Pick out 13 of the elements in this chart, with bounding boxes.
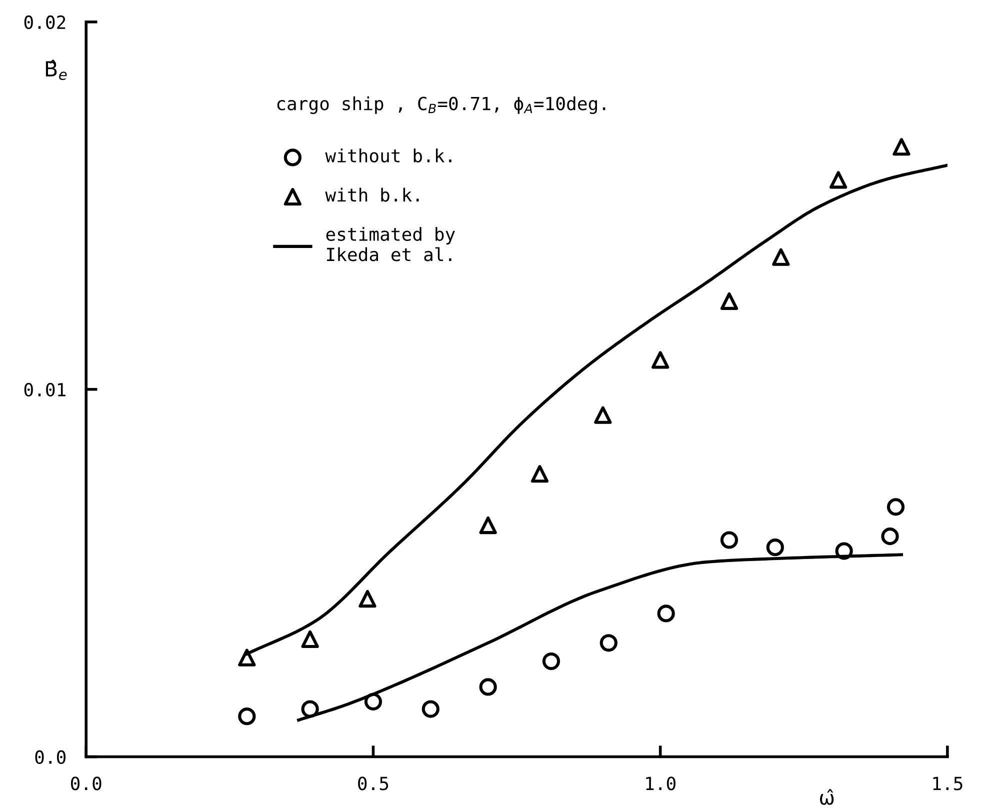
legend-label: with b.k. xyxy=(325,188,419,202)
annotation: cargo ship , C$_{B}$=0.71, ϕ$_{A}$=10deg. xyxy=(277,96,606,114)
x-tick-label: 1.0 xyxy=(646,776,676,790)
legend-label: estimated by Ikeda et al. xyxy=(326,226,455,262)
x-tick-label: 0.0 xyxy=(71,776,102,790)
x-tick-label: 1.5 xyxy=(933,776,962,790)
y-axis-title: B̂$_{e}$ xyxy=(46,60,67,80)
y-tick-label: 0.02 xyxy=(24,15,66,30)
x-tick-label: 0.5 xyxy=(358,776,388,790)
y-tick-label: 0.01 xyxy=(24,382,66,397)
y-tick-label: 0.0 xyxy=(35,750,66,764)
x-axis-title: ω̂ xyxy=(820,789,834,805)
legend-label: without b.k. xyxy=(325,148,452,162)
